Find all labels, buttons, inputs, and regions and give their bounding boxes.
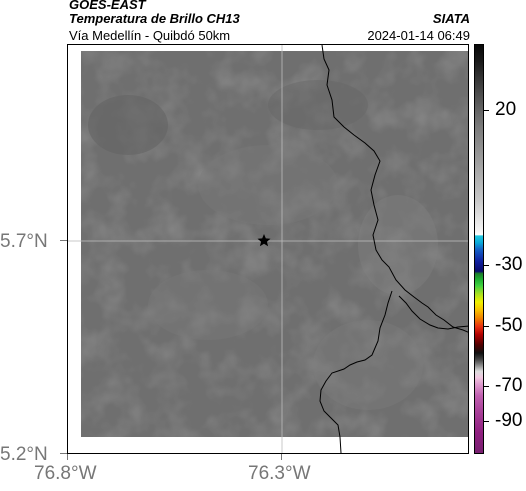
colorbar-tick-minus70	[484, 386, 489, 387]
lat-label-5.7n: 5.7°N	[0, 231, 48, 252]
lat-tick-mark-5.2n	[60, 453, 67, 454]
colorbar-tick-minus30	[484, 265, 489, 266]
satellite-image	[68, 45, 468, 453]
colorbar-label-minus30: -30	[495, 254, 523, 275]
lon-label-76.3w: 76.3°W	[248, 463, 311, 484]
lat-label-5.2n: 5.2°N	[0, 444, 48, 465]
region-subtitle: Vía Medellín - Quibdó 50km	[69, 28, 231, 43]
satellite-title: GOES-EAST	[69, 0, 146, 12]
product-title: Temperatura de Brillo CH13	[69, 11, 240, 26]
department-boundary-south	[319, 290, 393, 453]
lon-tick-mark-76.8w	[67, 454, 68, 460]
lon-label-76.8w: 76.8°W	[34, 463, 97, 484]
star-marker[interactable]	[257, 234, 271, 247]
colorbar-label-minus90: -90	[495, 410, 523, 431]
colorbar-tick-minus50	[484, 326, 489, 327]
colorbar-tick-minus90	[484, 421, 489, 422]
colorbar-tick-20	[484, 110, 489, 111]
map-panel[interactable]	[67, 44, 469, 454]
lon-tick-mark-76.3w	[281, 454, 282, 460]
colorbar	[474, 44, 484, 454]
department-boundary-north	[321, 45, 468, 333]
colorbar-label-minus50: -50	[495, 315, 523, 336]
colorbar-label-20: 20	[495, 99, 517, 120]
department-boundary-east	[398, 295, 468, 330]
lat-tick-mark-5.7n	[60, 240, 67, 241]
colorbar-label-minus70: -70	[495, 375, 523, 396]
timestamp-label: 2024-01-14 06:49	[367, 28, 470, 43]
organization-label: SIATA	[432, 11, 470, 26]
